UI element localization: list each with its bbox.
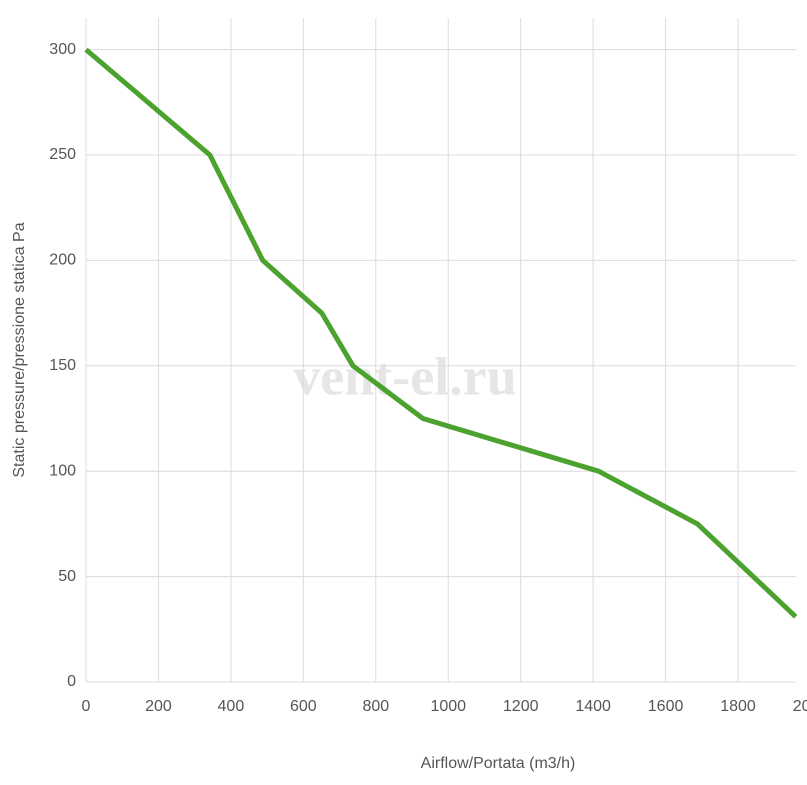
x-tick-label: 2000 [793,698,807,715]
x-tick-label: 0 [82,698,91,715]
y-tick-label: 200 [49,252,76,269]
x-tick-label: 1400 [575,698,611,715]
y-tick-label: 0 [67,673,76,690]
x-tick-label: 600 [290,698,317,715]
watermark: vent-el.ru [293,346,516,406]
x-tick-label: 1200 [503,698,539,715]
y-axis-label: Static pressure/pressione statica Pa [11,222,28,477]
x-tick-label: 1600 [648,698,684,715]
x-tick-label: 400 [218,698,245,715]
x-tick-label: 200 [145,698,172,715]
line [84,47,798,619]
x-tick-label: 1800 [720,698,756,715]
x-tick-label: 800 [362,698,389,715]
y-tick-label: 250 [49,146,76,163]
y-tick-label: 50 [58,568,76,585]
y-tick-label: 150 [49,357,76,374]
y-tick-label: 100 [49,462,76,479]
y-tick-label: 300 [49,41,76,58]
x-tick-label: 1000 [430,698,466,715]
x-axis-label: Airflow/Portata (m3/h) [421,755,576,772]
